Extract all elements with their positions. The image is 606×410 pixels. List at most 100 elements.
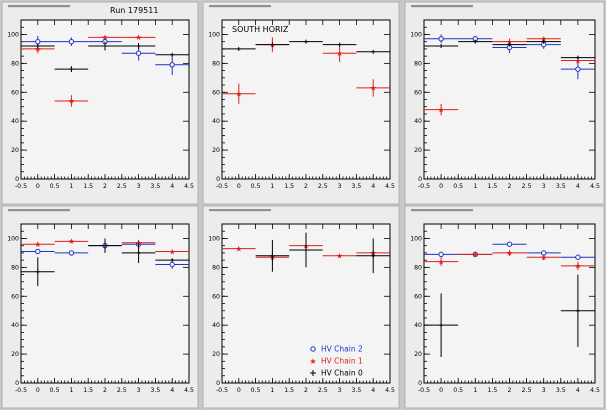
x-tick-label: 4 (371, 183, 375, 190)
star-marker: ★ (101, 33, 108, 42)
y-tick-label: 100 (208, 235, 220, 242)
data-point-chain0 (289, 39, 323, 44)
x-tick-label: -0.5 (216, 387, 228, 394)
x-tick-label: 4 (576, 387, 580, 394)
pad-title-stub (411, 209, 473, 212)
x-tick-label: 1.5 (487, 387, 497, 394)
star-marker: ★ (68, 237, 75, 246)
star-marker: ★ (34, 240, 41, 249)
y-tick-label: 80 (212, 60, 220, 67)
data-point-chain0 (458, 39, 493, 44)
star-marker: ★ (370, 84, 377, 93)
data-point-chain0 (560, 274, 595, 347)
y-tick-label: 40 (11, 118, 19, 125)
x-tick-label: 1 (473, 183, 477, 190)
x-tick-label: 0 (36, 183, 40, 190)
data-point-chain2 (560, 59, 595, 80)
data-point-chain0 (88, 41, 122, 51)
legend-label: HV Chain 1 (321, 357, 363, 366)
data-point-chain2 (21, 248, 55, 255)
x-tick-label: 1 (69, 387, 73, 394)
x-tick-label: 3.5 (351, 387, 361, 394)
x-tick-label: 3 (338, 387, 342, 394)
star-marker: ★ (235, 90, 242, 99)
x-tick-label: 3.5 (556, 387, 566, 394)
y-tick-label: 40 (414, 322, 422, 329)
x-tick-label: 2 (103, 183, 107, 190)
open-circle-marker (35, 38, 41, 45)
x-tick-label: 1 (69, 183, 73, 190)
x-tick-label: 4.5 (184, 183, 194, 190)
x-tick-label: 0 (36, 387, 40, 394)
data-point-chain0 (526, 39, 561, 44)
x-tick-label: 3 (542, 387, 546, 394)
pad-title-stub (209, 5, 271, 8)
data-point-chain0 (222, 46, 256, 51)
data-point-chain0 (255, 42, 290, 47)
data-point-chain0 (21, 44, 55, 49)
y-tick-label: 20 (11, 351, 19, 358)
x-tick-label: 4 (576, 183, 580, 190)
data-point-chain1: ★ (155, 247, 189, 256)
open-circle-marker (169, 62, 175, 68)
open-circle-marker (169, 261, 175, 268)
x-tick-label: 2 (508, 183, 512, 190)
x-tick-label: 2.5 (522, 183, 532, 190)
plot-pad-5: -0.500.511.522.533.544.5020406080100★★★★… (202, 205, 400, 409)
plot-frame (221, 223, 391, 384)
y-tick-label: 80 (414, 60, 422, 67)
x-tick-label: 3.5 (351, 183, 361, 190)
data-point-chain0 (424, 44, 459, 49)
y-tick-label: 80 (414, 264, 422, 271)
x-tick-label: -0.5 (418, 183, 430, 190)
data-point-chain1: ★ (121, 33, 156, 42)
x-tick-label: 3 (338, 183, 342, 190)
data-point-chain2 (121, 46, 156, 61)
open-circle-marker (68, 38, 75, 45)
star-marker: ★ (574, 56, 581, 65)
y-tick-label: 80 (11, 60, 19, 67)
x-tick-label: 3 (542, 183, 546, 190)
plot-pad-2: -0.5 0 0.5 1 1.5 2 2.5 3 3.5 4 4.5020406080100SOUT… (202, 1, 400, 205)
data-point-chain1: ★ (526, 253, 561, 262)
star-marker: ★ (34, 45, 41, 54)
open-circle-marker (575, 254, 581, 260)
pad-title-stub (8, 209, 70, 212)
x-tick-label: -0.5 (15, 183, 27, 190)
x-tick-label: 0 (237, 183, 241, 190)
x-tick-label: -0.5 (15, 387, 27, 394)
y-tick-label: 40 (212, 322, 220, 329)
star-marker: ★ (438, 257, 445, 266)
plot-pad-1: -0.5 0 0.5 1 1.5 2 2.5 3 3.5 4 4.5020406080100Run … (1, 1, 199, 205)
y-tick-label: 40 (212, 118, 220, 125)
y-tick-label: 60 (11, 89, 19, 96)
open-circle-marker (135, 50, 142, 56)
y-tick-label: 20 (212, 147, 220, 154)
x-tick-label: 0 (439, 183, 443, 190)
y-tick-label: 100 (410, 31, 422, 38)
x-tick-label: 4.5 (590, 183, 600, 190)
x-tick-label: 3.5 (150, 387, 160, 394)
x-tick-label: 2.5 (318, 183, 328, 190)
open-circle-marker (438, 251, 444, 258)
data-point-chain0 (255, 239, 290, 272)
x-tick-label: 2.5 (117, 387, 127, 394)
plot-area (222, 20, 390, 179)
data-point-chain0 (424, 293, 459, 357)
data-point-chain0 (356, 238, 390, 274)
x-tick-label: 1.5 (83, 183, 93, 190)
star-marker: ★ (506, 37, 513, 46)
y-tick-label: 100 (7, 235, 19, 242)
x-tick-label: 2 (508, 387, 512, 394)
y-tick-label: 60 (212, 293, 220, 300)
x-tick-label: 2.5 (522, 387, 532, 394)
data-point-chain2 (424, 34, 459, 44)
x-tick-label: -0.5 (418, 387, 430, 394)
star-marker: ★ (540, 253, 547, 262)
y-tick-label: 0 (216, 176, 220, 183)
y-tick-label: 20 (414, 147, 422, 154)
x-tick-label: 2.5 (318, 387, 328, 394)
x-tick-label: 0.5 (453, 183, 463, 190)
y-tick-label: 20 (212, 351, 220, 358)
